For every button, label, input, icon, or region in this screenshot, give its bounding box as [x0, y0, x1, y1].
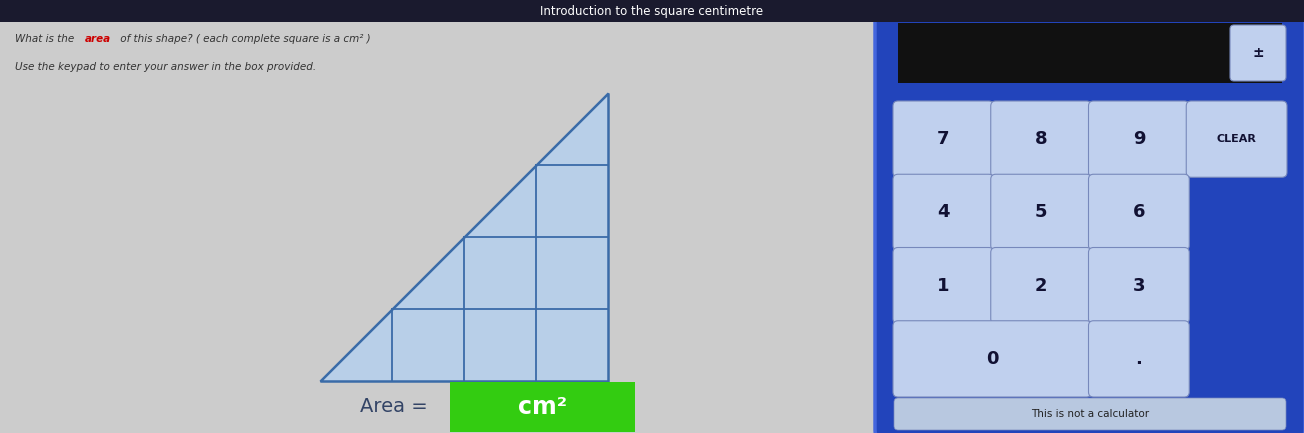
FancyBboxPatch shape	[1089, 101, 1189, 177]
FancyBboxPatch shape	[1089, 321, 1189, 397]
FancyBboxPatch shape	[893, 101, 994, 177]
FancyBboxPatch shape	[1230, 25, 1286, 81]
Text: 5: 5	[1035, 204, 1047, 221]
Text: Use the keypad to enter your answer in the box provided.: Use the keypad to enter your answer in t…	[16, 62, 316, 72]
FancyBboxPatch shape	[895, 398, 1286, 430]
FancyBboxPatch shape	[991, 248, 1091, 324]
FancyBboxPatch shape	[898, 23, 1282, 83]
Text: Area =: Area =	[360, 397, 428, 417]
FancyBboxPatch shape	[1187, 101, 1287, 177]
FancyBboxPatch shape	[1089, 174, 1189, 251]
FancyBboxPatch shape	[0, 0, 1304, 22]
Text: This is not a calculator: This is not a calculator	[1031, 409, 1149, 419]
FancyBboxPatch shape	[893, 321, 1091, 397]
Text: What is the: What is the	[16, 34, 77, 44]
FancyBboxPatch shape	[991, 101, 1091, 177]
Text: 4: 4	[938, 204, 949, 221]
FancyBboxPatch shape	[875, 0, 1304, 433]
Text: 1: 1	[938, 277, 949, 294]
Text: .: .	[1136, 350, 1142, 368]
Text: 3: 3	[1133, 277, 1145, 294]
Text: ±: ±	[1252, 46, 1264, 60]
Text: of this shape? ( each complete square is a cm² ): of this shape? ( each complete square is…	[117, 34, 370, 44]
FancyBboxPatch shape	[991, 174, 1091, 251]
Text: area: area	[85, 34, 111, 44]
Text: Introduction to the square centimetre: Introduction to the square centimetre	[540, 4, 764, 17]
Text: 7: 7	[938, 130, 949, 148]
FancyBboxPatch shape	[1089, 248, 1189, 324]
FancyBboxPatch shape	[893, 174, 994, 251]
Text: 2: 2	[1035, 277, 1047, 294]
FancyBboxPatch shape	[450, 382, 635, 432]
Text: cm²: cm²	[518, 395, 567, 419]
Polygon shape	[319, 93, 608, 381]
Text: 9: 9	[1133, 130, 1145, 148]
FancyBboxPatch shape	[893, 248, 994, 324]
Text: 0: 0	[986, 350, 999, 368]
Text: 6: 6	[1133, 204, 1145, 221]
Text: CLEAR: CLEAR	[1217, 134, 1257, 144]
Text: 8: 8	[1035, 130, 1047, 148]
